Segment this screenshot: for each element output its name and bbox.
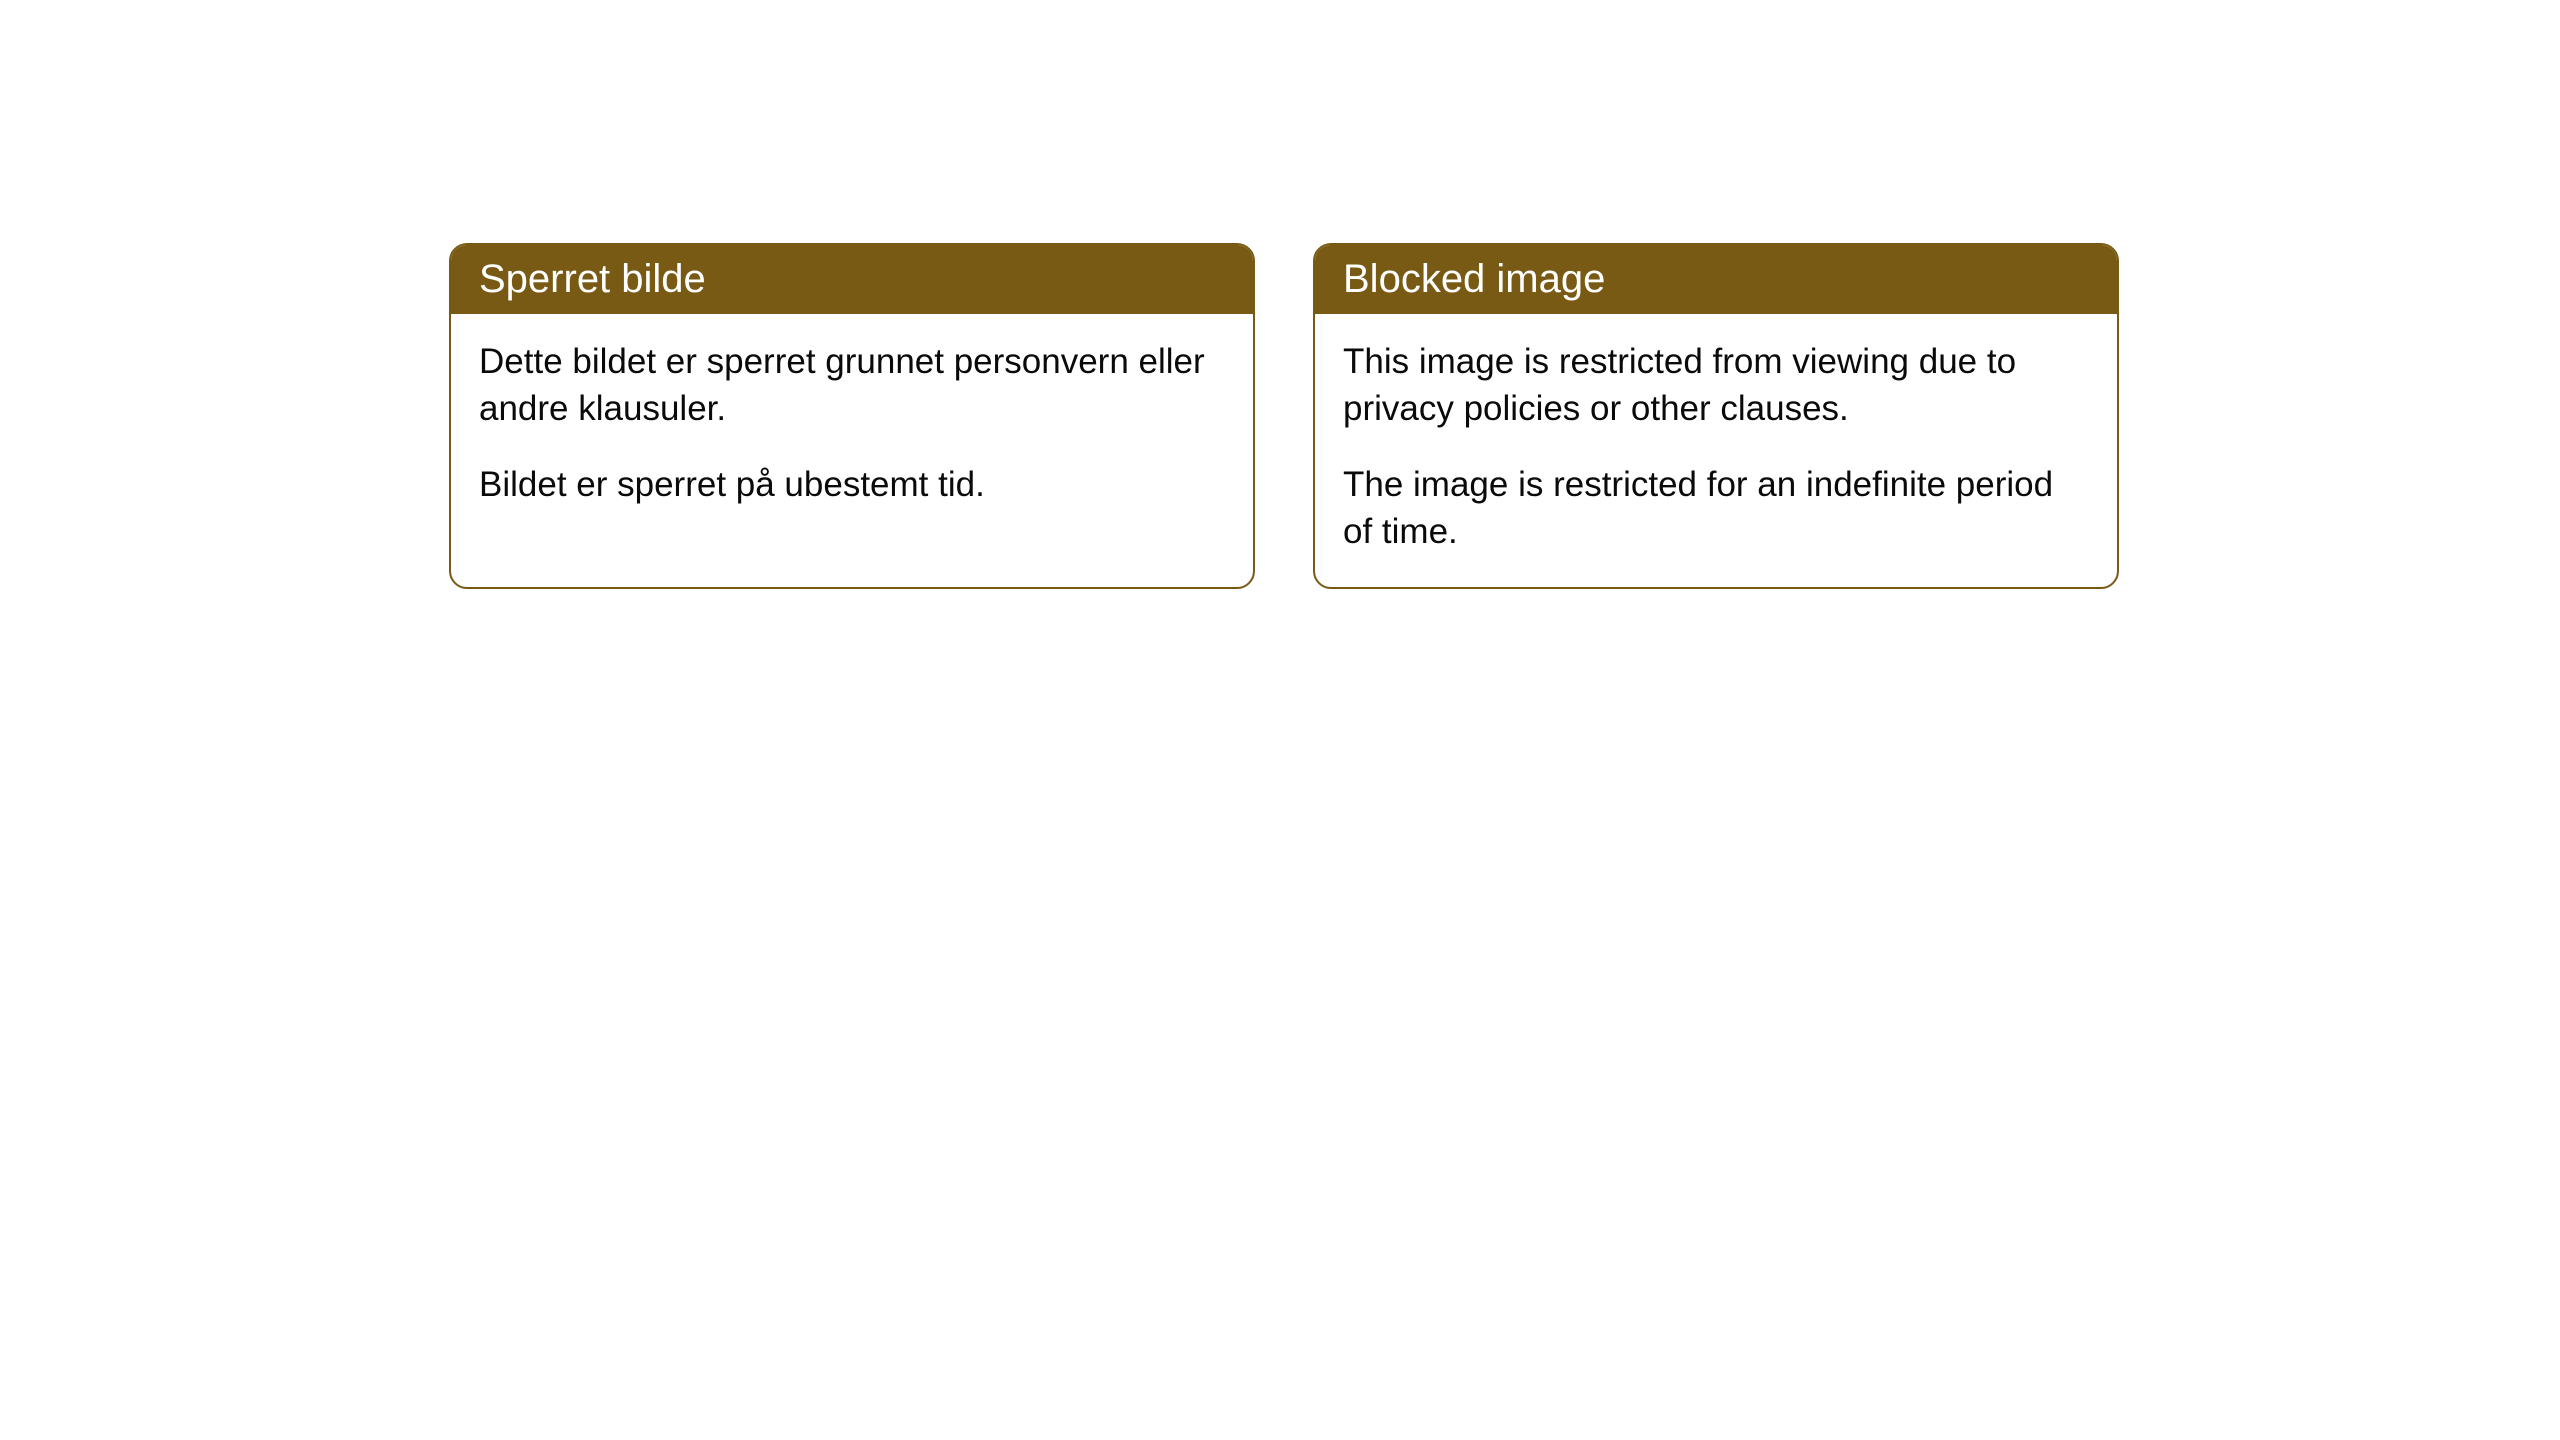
cards-container: Sperret bilde Dette bildet er sperret gr… xyxy=(0,0,2560,589)
card-english: Blocked image This image is restricted f… xyxy=(1313,243,2119,589)
card-body: Dette bildet er sperret grunnet personve… xyxy=(451,314,1253,540)
card-body: This image is restricted from viewing du… xyxy=(1315,314,2117,587)
card-header: Sperret bilde xyxy=(451,245,1253,314)
card-header: Blocked image xyxy=(1315,245,2117,314)
card-paragraph: Dette bildet er sperret grunnet personve… xyxy=(479,338,1225,433)
card-norwegian: Sperret bilde Dette bildet er sperret gr… xyxy=(449,243,1255,589)
card-paragraph: The image is restricted for an indefinit… xyxy=(1343,461,2089,556)
card-paragraph: This image is restricted from viewing du… xyxy=(1343,338,2089,433)
card-paragraph: Bildet er sperret på ubestemt tid. xyxy=(479,461,1225,508)
